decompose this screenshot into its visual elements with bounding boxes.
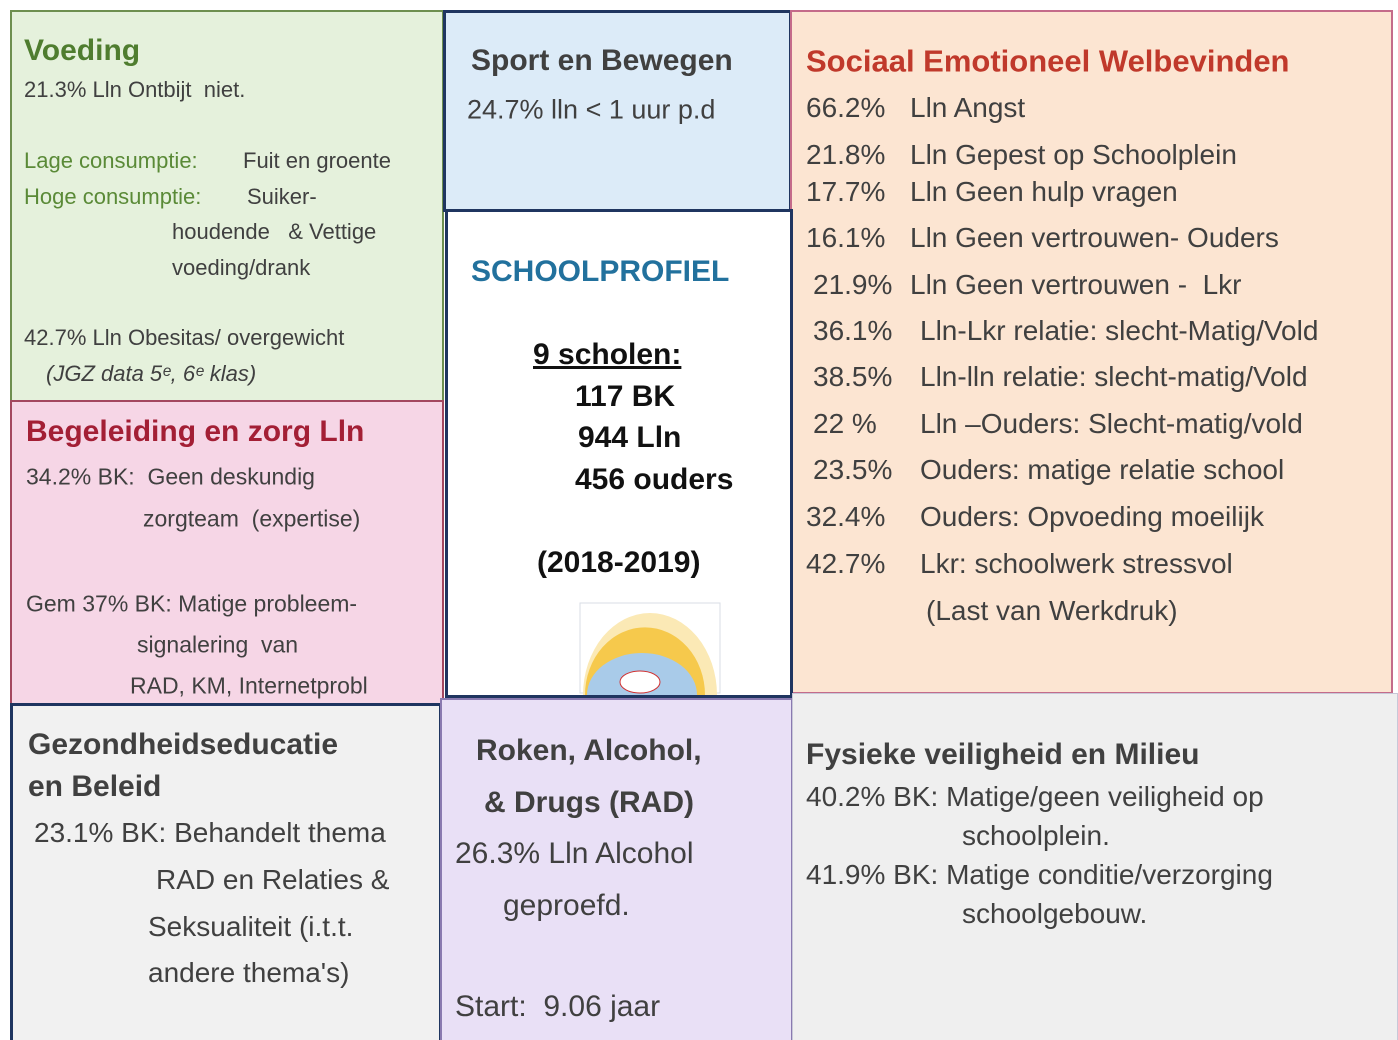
- text: 24.7% lln < 1 uur p.d: [467, 97, 715, 124]
- percentage: 66.2%: [806, 94, 885, 122]
- label: Hoge consumptie:: [24, 186, 201, 208]
- text: geproefd.: [503, 891, 630, 921]
- text: RAD, KM, Internetprobl: [130, 675, 368, 698]
- text: Lln –Ouders: Slecht-matig/vold: [920, 410, 1303, 438]
- text: 117 BK: [575, 382, 675, 412]
- source: (JGZ data 5ᵉ, 6ᵉ klas): [46, 363, 256, 385]
- text: Gem 37% BK: Matige probleem-: [26, 593, 357, 616]
- text: Lln Geen vertrouwen - Lkr: [910, 271, 1242, 299]
- text: 23.1% BK: Behandelt thema: [34, 819, 386, 847]
- text: Lkr: schoolwerk stressvol: [920, 550, 1233, 578]
- percentage: 21.9%: [813, 271, 892, 299]
- title: Begeleiding en zorg Lln: [26, 417, 364, 447]
- label: Lage consumptie:: [24, 150, 198, 172]
- percentage: 21.8%: [806, 141, 885, 169]
- text: 40.2% BK: Matige/geen veiligheid op: [806, 783, 1264, 811]
- icon-center: [620, 671, 660, 693]
- text: Lln Geen hulp vragen: [910, 178, 1178, 206]
- title: Roken, Alcohol,: [476, 736, 702, 766]
- text: 26.3% Lln Alcohol: [455, 839, 694, 869]
- text: voeding/drank: [172, 257, 310, 279]
- text: 21.3% Lln Ontbijt niet.: [24, 79, 245, 101]
- title: en Beleid: [28, 772, 161, 802]
- text: 34.2% BK: Geen deskundig: [26, 466, 315, 489]
- profile-icon: [575, 600, 725, 696]
- page: Voeding 21.3% Lln Ontbijt niet. Lage consu…: [0, 0, 1398, 1040]
- text: Ouders: Opvoeding moeilijk: [920, 503, 1264, 531]
- percentage: 22 %: [813, 410, 877, 438]
- text: Fuit en groente: [243, 150, 391, 172]
- text: Lln-Lkr relatie: slecht-Matig/Vold: [920, 317, 1318, 345]
- percentage: 32.4%: [806, 503, 885, 531]
- percentage: 38.5%: [813, 363, 892, 391]
- percentage: 42.7%: [806, 550, 885, 578]
- text: Start: 9.06 jaar: [455, 992, 660, 1022]
- note: (Last van Werkdruk): [926, 597, 1178, 625]
- text: 42.7% Lln Obesitas/ overgewicht: [24, 327, 344, 349]
- text: Lln Gepest op Schoolplein: [910, 141, 1237, 169]
- text: Seksualiteit (i.t.t.: [148, 913, 353, 941]
- text: Suiker-: [247, 186, 317, 208]
- text: Ouders: matige relatie school: [920, 456, 1284, 484]
- title: SCHOOLPROFIEL: [471, 257, 729, 287]
- text: Lln Geen vertrouwen- Ouders: [910, 224, 1279, 252]
- text: 944 Lln: [578, 423, 681, 453]
- text: 9 scholen:: [533, 340, 681, 370]
- text: andere thema's): [148, 959, 349, 987]
- text: (2018-2019): [537, 548, 700, 578]
- percentage: 17.7%: [806, 178, 885, 206]
- text: RAD en Relaties &: [156, 866, 389, 894]
- title: & Drugs (RAD): [484, 788, 694, 818]
- text: 456 ouders: [575, 465, 733, 495]
- text: Lln Angst: [910, 94, 1025, 122]
- text: houdende & Vettige: [172, 221, 376, 243]
- title: Sociaal Emotioneel Welbevinden: [806, 46, 1290, 77]
- text: 41.9% BK: Matige conditie/verzorging: [806, 861, 1273, 889]
- text: signalering van: [137, 634, 298, 657]
- percentage: 36.1%: [813, 317, 892, 345]
- text: schoolgebouw.: [962, 900, 1147, 928]
- percentage: 23.5%: [813, 456, 892, 484]
- text: schoolplein.: [962, 822, 1110, 850]
- title: Voeding: [24, 36, 140, 66]
- title: Fysieke veiligheid en Milieu: [806, 740, 1199, 770]
- title: Sport en Bewegen: [471, 46, 733, 76]
- text: Lln-lln relatie: slecht-matig/Vold: [920, 363, 1308, 391]
- text: zorgteam (expertise): [143, 508, 360, 531]
- title: Gezondheidseducatie: [28, 730, 338, 760]
- percentage: 16.1%: [806, 224, 885, 252]
